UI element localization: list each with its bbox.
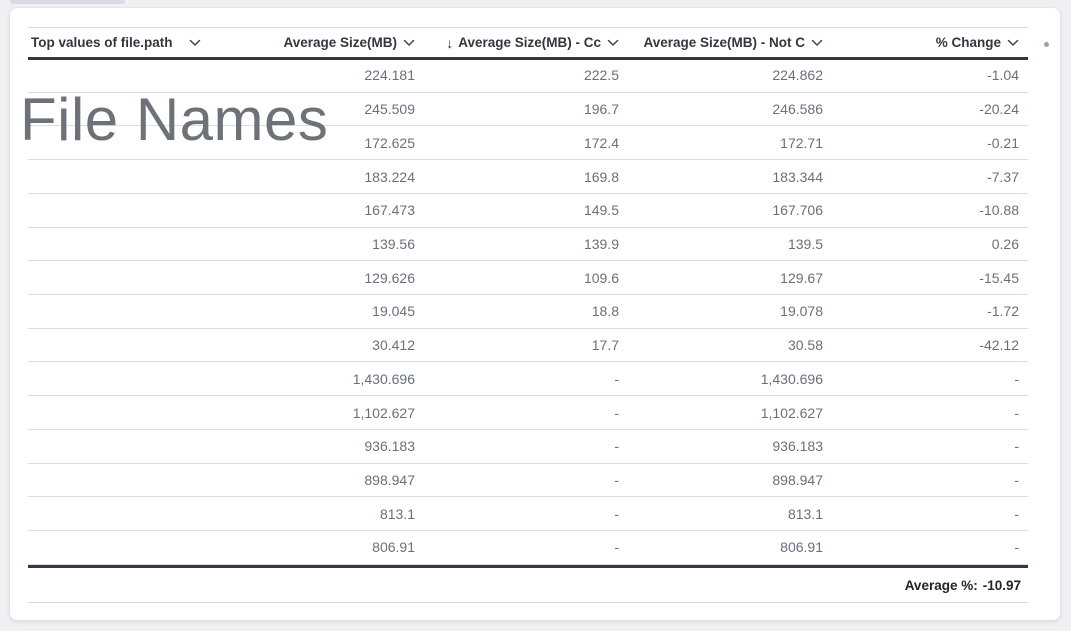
table-cell: 19.045 [372,303,415,320]
table-cell: - [614,471,619,488]
table-cell: 806.91 [780,539,823,556]
table-cell: 0.26 [991,235,1019,252]
table-row: 1,430.696 - 1,430.696 - [28,362,1028,397]
table-cell: 129.626 [364,269,415,286]
table-cell: -42.12 [979,337,1019,354]
table-cell: - [1014,539,1019,556]
table-row: 183.224 169.8 183.344 -7.37 [28,160,1028,194]
table-cell: 109.6 [583,269,619,286]
table-cell: 183.344 [772,168,823,185]
table-row: 139.56 139.9 139.5 0.26 [28,228,1028,262]
table-cell: 18.8 [591,303,619,320]
table-cell: -20.24 [979,101,1019,118]
table-row: 224.181 222.5 224.862 -1.04 [28,59,1028,93]
table-cell: - [1014,404,1019,421]
table-row: 898.947 - 898.947 - [28,464,1028,498]
table-row: 245.509 196.7 246.586 -20.24 [28,93,1028,127]
table-cell: -7.37 [987,168,1019,185]
table-cell: 936.183 [772,438,823,455]
table-cell: -1.04 [987,67,1019,84]
column-header-label: % Change [935,35,1001,50]
table-cell: -15.45 [979,269,1019,286]
table-cell: - [614,404,619,421]
table-row: 129.626 109.6 129.67 -15.45 [28,261,1028,296]
column-header-file-path[interactable]: Top values of file.path [28,28,232,57]
table-footer-row: Average %: -10.97 [28,565,1028,603]
table-cell: - [1014,438,1019,455]
table-cell: 169.8 [583,168,619,185]
table-cell: 1,102.627 [352,404,415,421]
table-cell: 129.67 [780,269,823,286]
table-cell: 196.7 [583,101,619,118]
footer-average-value: -10.97 [982,577,1021,593]
table-row: 1,102.627 - 1,102.627 - [28,396,1028,430]
table-cell: 30.412 [372,337,415,354]
table-cell: 1,102.627 [760,404,823,421]
table-cell: 139.56 [372,235,415,252]
table-cell: 246.586 [772,101,823,118]
sort-descending-icon: ↓ [446,34,454,51]
data-table-panel: File Names Top values of file.path Avera… [10,8,1060,620]
table-cell: 149.5 [583,202,619,219]
scroll-indicator-dot [1044,42,1049,47]
table-cell: 936.183 [364,438,415,455]
table-cell: 167.473 [364,202,415,219]
table-row: 30.412 17.7 30.58 -42.12 [28,329,1028,363]
table-cell: 898.947 [772,471,823,488]
table-cell: 17.7 [591,337,619,354]
table-cell: -1.72 [987,303,1019,320]
chevron-down-icon [811,39,823,47]
table-cell: - [1014,505,1019,522]
column-header-average-size-cc[interactable]: ↓ Average Size(MB) - Cc [424,28,628,57]
table-cell: 813.1 [379,505,415,522]
table-cell: 224.181 [364,67,415,84]
table-cell: 898.947 [364,471,415,488]
table-cell: 19.078 [780,303,823,320]
column-header-label: Average Size(MB) [283,35,397,50]
table-cell: 1,430.696 [760,370,823,387]
table-cell: 30.58 [787,337,823,354]
table-cell: - [614,370,619,387]
table-row: 813.1 - 813.1 - [28,497,1028,532]
chevron-down-icon [1007,39,1019,47]
table-cell: 172.71 [780,134,823,151]
table-cell: 167.706 [772,202,823,219]
table-cell: 139.5 [787,235,823,252]
clipped-element-above-panel [10,0,125,4]
table-cell: 245.509 [364,101,415,118]
column-header-label: Average Size(MB) - Cc [458,35,601,50]
table-row: 936.183 - 936.183 - [28,430,1028,464]
table-body: 224.181 222.5 224.862 -1.04 245.509 196.7 246.… [28,59,1028,565]
table-header-row: Top values of file.path Average Size(MB)… [28,27,1028,60]
table-cell: 806.91 [372,539,415,556]
table-cell: 172.625 [364,134,415,151]
table-cell: 813.1 [787,505,823,522]
chevron-down-icon [189,39,201,47]
table-cell: 139.9 [583,235,619,252]
table-cell: - [614,505,619,522]
table-cell: -10.88 [979,202,1019,219]
table-row: 19.045 18.8 19.078 -1.72 [28,295,1028,329]
table-row: 167.473 149.5 167.706 -10.88 [28,194,1028,228]
table-cell: 222.5 [583,67,619,84]
table-row: 806.91 - 806.91 - [28,531,1028,565]
table-cell: 183.224 [364,168,415,185]
column-header-label: Top values of file.path [31,35,173,50]
footer-average-label: Average %: [904,577,978,593]
table-cell: 1,430.696 [352,370,415,387]
column-header-average-size-not-c[interactable]: Average Size(MB) - Not C [628,28,832,57]
table-cell: - [614,539,619,556]
column-header-percent-change[interactable]: % Change [832,28,1028,57]
column-header-average-size[interactable]: Average Size(MB) [232,28,424,57]
column-header-label: Average Size(MB) - Not C [643,35,805,50]
table-cell: - [614,438,619,455]
table-cell: 172.4 [583,134,619,151]
table-row: 172.625 172.4 172.71 -0.21 [28,126,1028,161]
table-cell: 224.862 [772,67,823,84]
table-cell: - [1014,471,1019,488]
table-cell: -0.21 [987,134,1019,151]
chevron-down-icon [403,39,415,47]
chevron-down-icon [607,39,619,47]
table-cell: - [1014,370,1019,387]
